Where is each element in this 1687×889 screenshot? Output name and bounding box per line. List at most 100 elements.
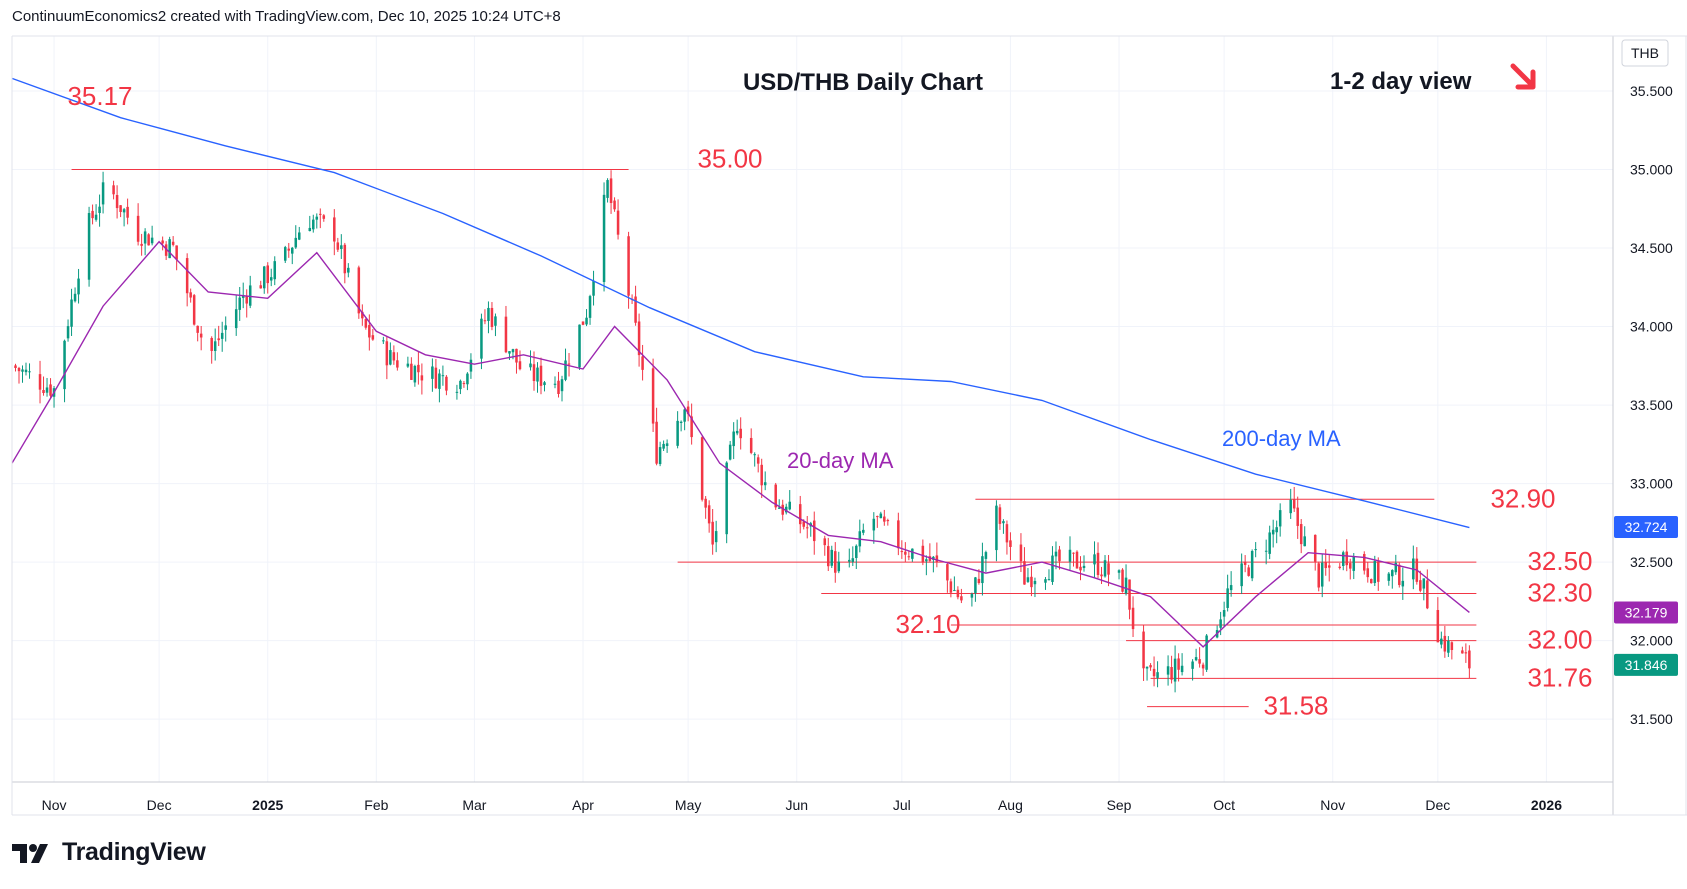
candle[interactable] xyxy=(308,215,312,232)
candle[interactable] xyxy=(567,353,571,377)
candle[interactable] xyxy=(136,203,140,246)
candle[interactable] xyxy=(1461,646,1464,654)
candle[interactable] xyxy=(98,194,101,227)
candle[interactable] xyxy=(1044,577,1047,590)
candle[interactable] xyxy=(266,262,270,294)
candle[interactable] xyxy=(147,233,150,246)
candle[interactable] xyxy=(1348,558,1352,580)
candle[interactable] xyxy=(851,546,855,567)
candle[interactable] xyxy=(1103,555,1107,578)
candle[interactable] xyxy=(774,482,777,510)
candle[interactable] xyxy=(1068,536,1072,570)
candle[interactable] xyxy=(935,542,939,568)
candle[interactable] xyxy=(1156,661,1159,688)
candle[interactable] xyxy=(312,214,315,233)
candle[interactable] xyxy=(298,226,301,241)
candle[interactable] xyxy=(998,504,1002,530)
candle[interactable] xyxy=(126,198,129,225)
candle[interactable] xyxy=(1422,578,1426,601)
candle[interactable] xyxy=(164,241,168,261)
candle[interactable] xyxy=(830,545,834,568)
candle[interactable] xyxy=(700,436,704,502)
candle[interactable] xyxy=(469,353,473,379)
candle[interactable] xyxy=(294,225,298,249)
candle[interactable] xyxy=(956,586,960,600)
candle[interactable] xyxy=(788,490,791,511)
candle[interactable] xyxy=(1373,555,1377,586)
candle[interactable] xyxy=(1317,561,1320,592)
candle[interactable] xyxy=(609,170,613,214)
candle[interactable] xyxy=(287,242,291,258)
candle[interactable] xyxy=(1205,633,1208,673)
candle[interactable] xyxy=(536,362,539,393)
candle[interactable] xyxy=(679,420,683,432)
candle[interactable] xyxy=(382,336,385,345)
candle[interactable] xyxy=(862,523,865,536)
candle[interactable] xyxy=(1468,645,1471,679)
candle[interactable] xyxy=(1222,601,1226,628)
candle[interactable] xyxy=(112,180,115,200)
candle[interactable] xyxy=(1303,526,1306,547)
candle[interactable] xyxy=(1426,569,1429,610)
candle[interactable] xyxy=(199,325,203,351)
candle[interactable] xyxy=(735,419,739,436)
candle[interactable] xyxy=(28,363,31,379)
candle[interactable] xyxy=(690,403,693,445)
candle[interactable] xyxy=(42,376,45,396)
candle[interactable] xyxy=(168,236,171,259)
candle[interactable] xyxy=(1152,656,1156,687)
candle[interactable] xyxy=(1366,562,1370,583)
candle[interactable] xyxy=(1058,545,1061,570)
candle[interactable] xyxy=(1177,653,1180,682)
candle[interactable] xyxy=(557,371,560,398)
candle[interactable] xyxy=(357,265,361,319)
candle[interactable] xyxy=(185,253,189,307)
candle[interactable] xyxy=(953,576,956,592)
candle[interactable] xyxy=(1320,553,1324,598)
candle[interactable] xyxy=(63,339,66,403)
candle[interactable] xyxy=(798,495,802,534)
candle[interactable] xyxy=(1201,662,1205,676)
candle[interactable] xyxy=(683,408,686,431)
candle[interactable] xyxy=(876,515,879,528)
candle[interactable] xyxy=(1247,564,1250,577)
candle[interactable] xyxy=(634,285,637,326)
candle[interactable] xyxy=(262,265,266,294)
candle[interactable] xyxy=(1124,564,1128,596)
candle[interactable] xyxy=(336,237,340,252)
candle[interactable] xyxy=(827,537,830,572)
candle[interactable] xyxy=(658,441,662,467)
candle[interactable] xyxy=(315,213,319,229)
candle[interactable] xyxy=(515,348,518,374)
candle[interactable] xyxy=(578,324,581,370)
candle[interactable] xyxy=(494,313,497,337)
candle[interactable] xyxy=(431,358,434,392)
candle[interactable] xyxy=(410,357,413,380)
candle[interactable] xyxy=(662,440,665,451)
candle[interactable] xyxy=(319,208,322,229)
candle[interactable] xyxy=(1436,597,1440,643)
candle[interactable] xyxy=(1377,557,1380,591)
candle[interactable] xyxy=(707,500,711,533)
candle[interactable] xyxy=(466,372,469,391)
candle[interactable] xyxy=(855,544,858,569)
candle[interactable] xyxy=(1030,565,1033,597)
candle[interactable] xyxy=(1166,655,1170,686)
candle[interactable] xyxy=(1352,552,1356,580)
candle[interactable] xyxy=(413,364,417,387)
candle[interactable] xyxy=(1275,520,1278,544)
candle[interactable] xyxy=(1082,555,1086,572)
candle[interactable] xyxy=(921,539,925,566)
candle[interactable] xyxy=(1054,541,1058,570)
candle[interactable] xyxy=(175,245,178,271)
candle[interactable] xyxy=(883,509,886,526)
candle[interactable] xyxy=(925,555,928,576)
candle[interactable] xyxy=(459,379,462,395)
candle[interactable] xyxy=(949,578,953,598)
candle[interactable] xyxy=(234,295,238,336)
candle[interactable] xyxy=(291,246,294,265)
candle[interactable] xyxy=(101,171,105,214)
candle[interactable] xyxy=(1229,571,1233,597)
candle[interactable] xyxy=(66,319,70,342)
candle[interactable] xyxy=(907,551,911,561)
